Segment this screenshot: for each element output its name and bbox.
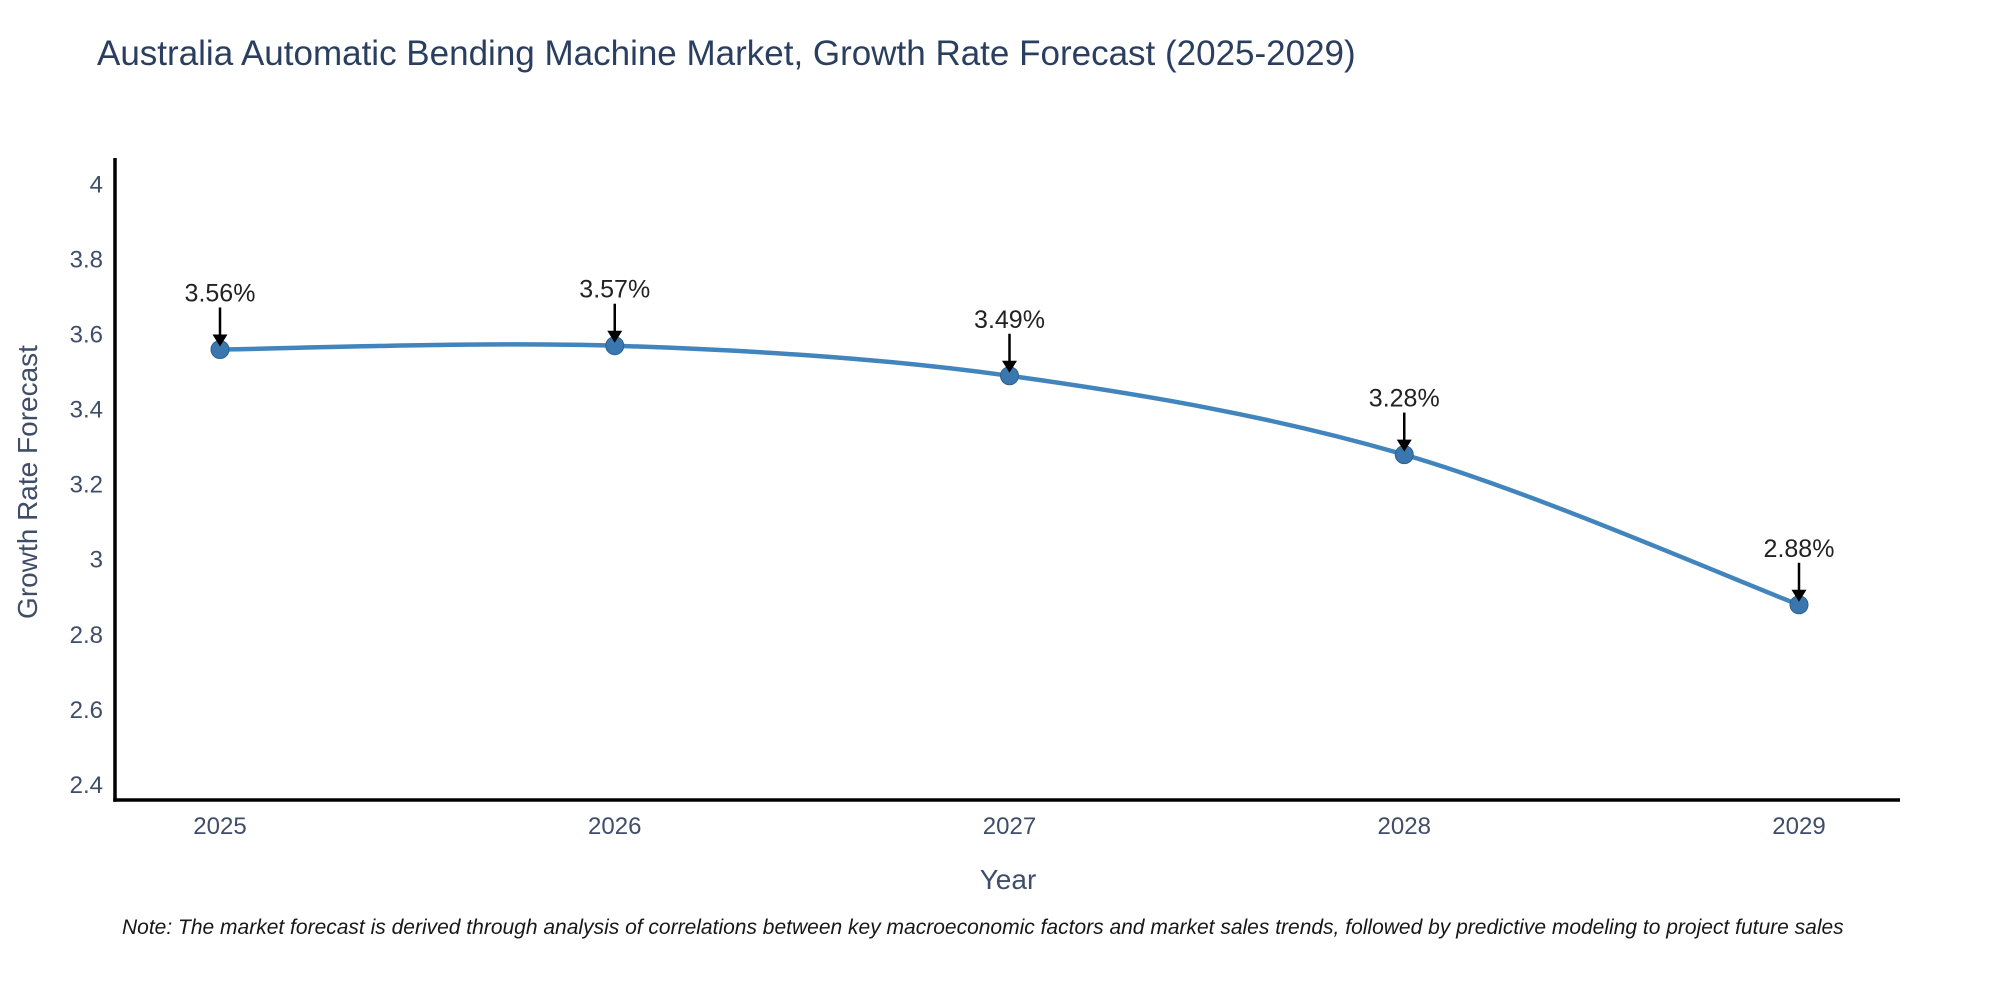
x-tick-label: 2027 <box>983 813 1036 840</box>
y-tick-label: 3.6 <box>70 321 103 348</box>
annotation-label: 3.57% <box>579 276 650 304</box>
x-tick-label: 2026 <box>588 813 641 840</box>
chart-title: Australia Automatic Bending Machine Mark… <box>97 34 1356 73</box>
annotation-arrowhead <box>1396 439 1412 452</box>
y-axis-title: Growth Rate Forecast <box>12 345 43 619</box>
x-tick-label: 2025 <box>193 813 246 840</box>
y-tick-label: 2.8 <box>70 622 103 649</box>
y-tick-label: 2.6 <box>70 697 103 724</box>
x-tick-label: 2029 <box>1772 813 1825 840</box>
annotation-arrowhead <box>1002 360 1017 373</box>
y-tick-label: 3.2 <box>70 472 103 499</box>
y-tick-label: 3.8 <box>70 246 103 273</box>
annotation-arrowhead <box>1791 589 1807 602</box>
x-tick-label: 2028 <box>1378 813 1431 840</box>
annotation-label: 3.28% <box>1369 385 1440 413</box>
annotation-arrowhead <box>607 330 623 343</box>
y-tick-label: 4 <box>90 171 103 198</box>
footnote: Note: The market forecast is derived thr… <box>122 916 1844 939</box>
annotation-arrowhead <box>212 334 228 347</box>
x-axis-title: Year <box>979 864 1037 895</box>
annotation-label: 3.49% <box>974 306 1045 334</box>
y-tick-label: 3 <box>90 547 103 574</box>
annotation-label: 3.56% <box>185 279 256 307</box>
annotation-label: 2.88% <box>1764 535 1835 563</box>
y-tick-label: 3.4 <box>70 397 103 424</box>
y-tick-label: 2.4 <box>70 772 103 799</box>
